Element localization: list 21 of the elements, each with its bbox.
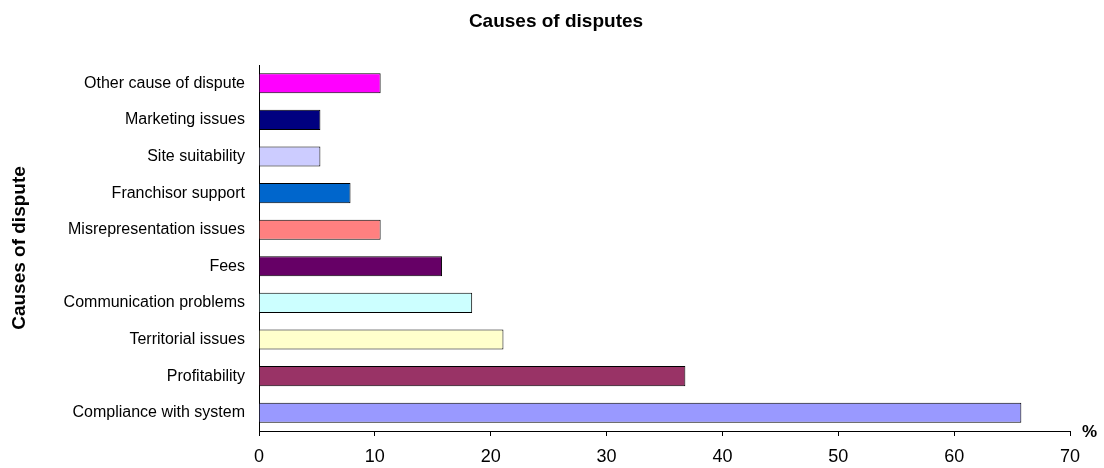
x-tick-label: 10	[364, 445, 385, 466]
x-tick-label: 70	[1059, 445, 1081, 466]
y-tick-label: Fees	[209, 256, 245, 274]
y-tick-label: Marketing issues	[124, 110, 245, 128]
x-tick-label: 0	[253, 445, 265, 466]
x-tick-label: 60	[944, 445, 965, 466]
y-tick-label: Territorial issues	[129, 329, 245, 347]
y-axis-title: Causes of dispute	[7, 166, 29, 330]
y-tick-label: Misrepresentation issues	[68, 220, 245, 238]
x-tick-label: 20	[480, 445, 501, 466]
y-tick-label: Franchisor support	[111, 183, 246, 201]
y-tick-label: Other cause of dispute	[84, 73, 246, 91]
chart-title: Causes of disputes	[468, 10, 644, 32]
y-tick-label: Communication problems	[63, 293, 245, 311]
x-axis-title: %	[1082, 421, 1098, 441]
y-tick-label: Site suitability	[147, 146, 245, 164]
x-tick-label: 30	[596, 445, 617, 466]
x-tick-label: 40	[712, 445, 733, 466]
x-tick-label: 50	[828, 445, 849, 466]
y-tick-label: Compliance with system	[72, 403, 245, 421]
y-tick-label: Profitability	[166, 366, 245, 384]
